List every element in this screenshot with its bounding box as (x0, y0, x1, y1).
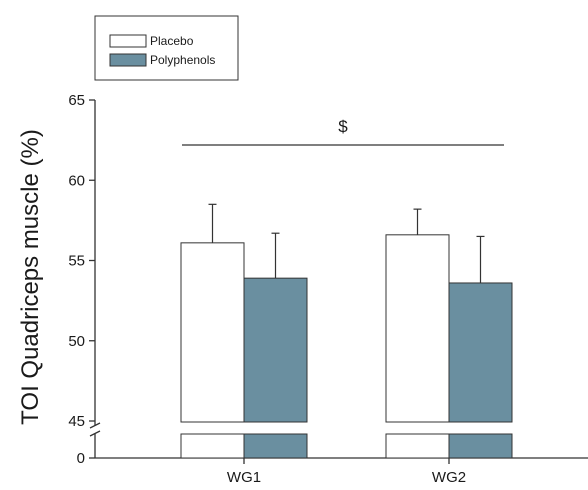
y-tick-label: 50 (68, 333, 85, 350)
legend-label-polyphenols: Polyphenols (150, 53, 215, 67)
x-tick-label: WG2 (432, 469, 466, 486)
y-axis-label: TOI Quadriceps muscle (%) (17, 129, 44, 425)
significance-marker: $ (338, 117, 348, 136)
bar-placebo-wg1 (180, 242, 245, 423)
bar-polyphenols-wg2-lower (448, 433, 513, 459)
bars (180, 203, 513, 459)
bar-polyphenols-wg2 (448, 282, 513, 423)
y-tick-label: 65 (68, 92, 85, 109)
legend-swatch-placebo (109, 34, 147, 48)
y-tick-label: 0 (77, 450, 85, 467)
y-tick-label: 45 (68, 413, 85, 430)
y-tick-label: 60 (68, 172, 85, 189)
y-tick-label: 55 (68, 253, 85, 270)
significance-annotation: $ (182, 117, 504, 146)
bar-placebo-wg2 (385, 234, 450, 423)
axes: 45 50 55 60 65 0 WG1 WG2 (68, 92, 588, 486)
legend-swatch-polyphenols (109, 53, 147, 67)
bar-polyphenols-wg1 (243, 277, 308, 423)
legend-box (94, 15, 239, 81)
y-axis-break-mark (89, 430, 101, 437)
bar-placebo-wg1-lower (180, 433, 245, 459)
bar-placebo-wg2-lower (385, 433, 450, 459)
x-tick-label: WG1 (227, 469, 261, 486)
legend-label-placebo: Placebo (150, 34, 194, 48)
y-axis-break-mark (89, 422, 101, 429)
bar-polyphenols-wg1-lower (243, 433, 308, 459)
legend: Placebo Polyphenols (94, 15, 239, 81)
